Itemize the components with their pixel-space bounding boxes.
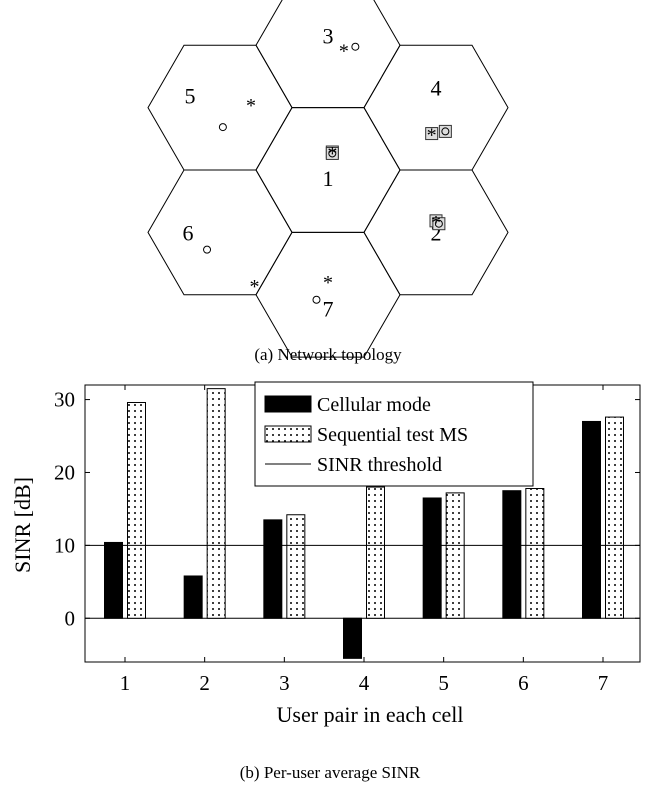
bar-cellular-3: [263, 519, 283, 619]
legend: Cellular mode Sequential test MS SINR thre…: [254, 381, 534, 487]
bar-sequential-1: [127, 401, 146, 619]
bar-cellular-7: [582, 420, 601, 619]
legend-label: Cellular mode: [317, 394, 431, 416]
bar-cellular-2: [183, 575, 203, 619]
cell-label-7: 7: [323, 297, 334, 322]
rx-marker-cell-7: [312, 295, 321, 304]
hex-cell-7: [255, 231, 401, 358]
rx-marker-cell-1: [328, 149, 337, 158]
tx-marker-cell-2: *: [431, 212, 441, 234]
user-box-2: [432, 217, 446, 231]
tx-marker-cell-5: *: [246, 95, 256, 117]
y-tick-label: 30: [54, 388, 75, 412]
rx-marker-cell-4: [441, 127, 450, 136]
legend-swatch-sequential: [264, 425, 312, 443]
x-axis-title: User pair in each cell: [277, 702, 464, 727]
network-topology: 1 2 3 4 5 6 7 * * * * * * *: [147, 0, 509, 358]
rx-marker-cell-2: [434, 219, 443, 228]
tx-marker-cell-7: *: [323, 272, 333, 294]
x-tick-label: 4: [359, 671, 370, 695]
bar-cellular-5: [422, 497, 442, 619]
cell-label-4: 4: [431, 76, 442, 101]
legend-label: SINR threshold: [317, 454, 442, 476]
cell-label-3: 3: [323, 23, 334, 48]
y-tick-label: 10: [54, 533, 75, 557]
tx-marker-cell-1: *: [327, 143, 337, 165]
topology-caption: (a) Network topology: [254, 345, 402, 364]
x-tick-label: 1: [120, 671, 131, 695]
x-tick-label: 7: [598, 671, 609, 695]
user-box-1: [325, 146, 339, 160]
cell-label-2: 2: [431, 220, 442, 245]
y-tick-label: 0: [65, 606, 76, 630]
bar-cellular-1: [104, 541, 123, 619]
tx-marker-cell-6: *: [250, 276, 260, 298]
bar-cellular-6: [502, 490, 522, 619]
rx-marker-cell-5: [218, 123, 227, 132]
hex-cell-4: [363, 44, 509, 171]
cell-label-6: 6: [183, 220, 194, 245]
bar-sequential-6: [525, 488, 545, 619]
tx-marker-cell-4: *: [427, 125, 437, 147]
user-box-4: [438, 124, 452, 138]
x-tick-label: 3: [279, 671, 290, 695]
bar-sequential-4: [366, 486, 385, 619]
rx-marker-cell-6: [203, 245, 212, 254]
y-axis-title: SINR [dB]: [10, 477, 35, 573]
bar-sequential-7: [605, 416, 624, 619]
chart-caption: (b) Per-user average SINR: [240, 763, 421, 782]
legend-swatch-cellular: [264, 395, 312, 413]
sinr-bar-chart: 0 10 20 30 1 2 3 4 5 6 7 Cellular mode Sequential t…: [54, 381, 641, 695]
cell-label-1: 1: [323, 166, 334, 191]
tx-marker-cell-3: *: [339, 41, 349, 63]
x-tick-label: 2: [199, 671, 210, 695]
user-box-4: [425, 127, 439, 141]
y-tick-label: 20: [54, 460, 75, 484]
cell-label-5: 5: [185, 84, 196, 109]
bar-sequential-5: [445, 492, 465, 619]
hex-cell-5: [147, 44, 293, 171]
rx-marker-cell-3: [351, 42, 360, 51]
hex-cell-3: [255, 0, 401, 109]
hex-cell-6: [147, 169, 293, 296]
legend-label: Sequential test MS: [317, 424, 468, 446]
bar-cellular-4: [343, 617, 362, 659]
x-tick-label: 5: [438, 671, 449, 695]
x-tick-label: 6: [518, 671, 529, 695]
bar-sequential-3: [286, 514, 306, 619]
bar-sequential-2: [206, 388, 226, 619]
